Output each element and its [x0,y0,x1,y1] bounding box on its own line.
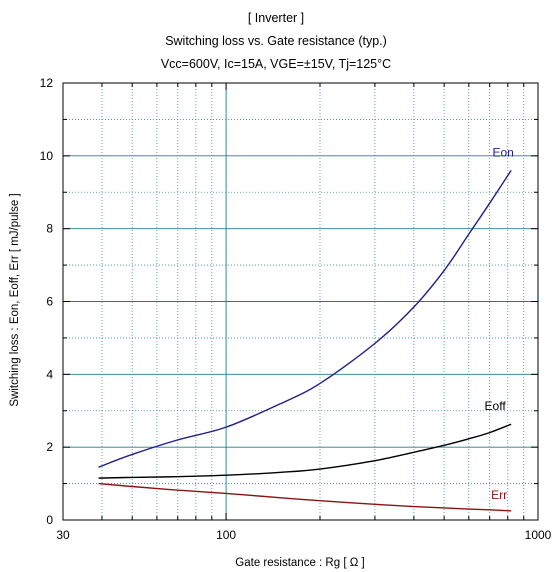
x-tick-label: 30 [56,528,70,542]
y-tick-label: 2 [46,440,53,454]
x-tick-label: 1000 [525,528,552,542]
chart-conditions: Vcc=600V, Ic=15A, VGE=±15V, Tj=125°C [161,57,391,71]
series-line-eoff [98,423,512,479]
axes: 30 100 1000 0 2 4 6 8 10 12 [40,76,552,542]
y-axis-label: Switching loss : Eon, Eoff, Err [ mJ/pul… [9,193,21,406]
series-line-eon [98,170,512,468]
series-lines [98,170,512,512]
series-labels: Eon Eoff Err [485,145,514,501]
grid [63,83,538,520]
y-tick-label: 8 [46,222,53,236]
series-label-eon: Eon [492,145,513,159]
x-axis-label: Gate resistance : Rg [ Ω ] [235,557,364,569]
y-tick-label: 6 [46,295,53,309]
series-label-eoff: Eoff [485,399,507,413]
series-label-err: Err [491,488,507,502]
chart-title: [ Inverter ] [248,11,304,25]
chart-subtitle: Switching loss vs. Gate resistance (typ.… [165,34,387,48]
y-tick-label: 12 [40,76,54,90]
x-tick-label: 100 [216,528,236,542]
series-line-err [98,482,512,512]
y-tick-label: 0 [46,513,53,527]
y-tick-label: 4 [46,367,53,381]
y-tick-label: 10 [40,149,54,163]
